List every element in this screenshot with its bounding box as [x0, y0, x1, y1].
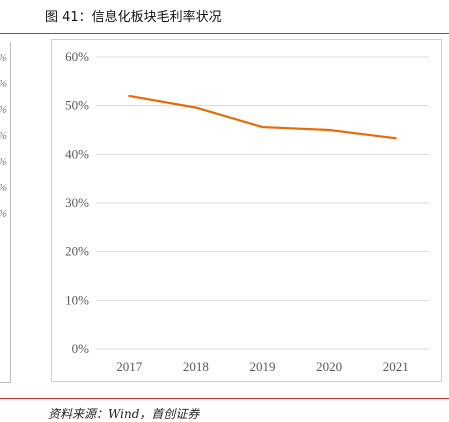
neighbor-tick-label: %: [0, 52, 7, 64]
y-tick-label: 50%: [65, 98, 89, 113]
x-tick-label: 2020: [316, 359, 342, 374]
neighbor-tick-label: %: [0, 182, 7, 194]
y-tick-label: 20%: [65, 244, 89, 259]
source-note: 资料来源：Wind，首创证券: [48, 407, 200, 421]
x-tick-label: 2019: [250, 359, 276, 374]
neighbor-tick-label: %: [0, 78, 7, 90]
top-rule: [0, 33, 449, 34]
neighbor-chart-fragment: % % % % % % %: [0, 42, 11, 383]
neighbor-tick-label: %: [0, 104, 7, 116]
neighbor-tick-label: %: [0, 130, 7, 142]
bottom-rule: [0, 398, 449, 399]
x-tick-label: 2018: [183, 359, 209, 374]
x-tick-label: 2017: [116, 359, 143, 374]
x-tick-label: 2021: [383, 359, 409, 374]
series-line: [128, 94, 397, 140]
chart-frame: [51, 39, 442, 382]
line-chart: 0% 10% 20% 30% 40% 50% 60% 2017 2018 2019 2020 2021: [65, 49, 429, 374]
y-tick-label: 0%: [72, 341, 90, 356]
y-tick-label: 30%: [65, 195, 89, 210]
y-tick-label: 60%: [65, 49, 89, 64]
figure-title: 图 41：信息化板块毛利率状况: [45, 10, 222, 25]
y-tick-label: 40%: [65, 146, 89, 161]
y-tick-label: 10%: [65, 292, 89, 307]
neighbor-tick-label: %: [0, 156, 7, 168]
neighbor-tick-label: %: [0, 208, 7, 220]
